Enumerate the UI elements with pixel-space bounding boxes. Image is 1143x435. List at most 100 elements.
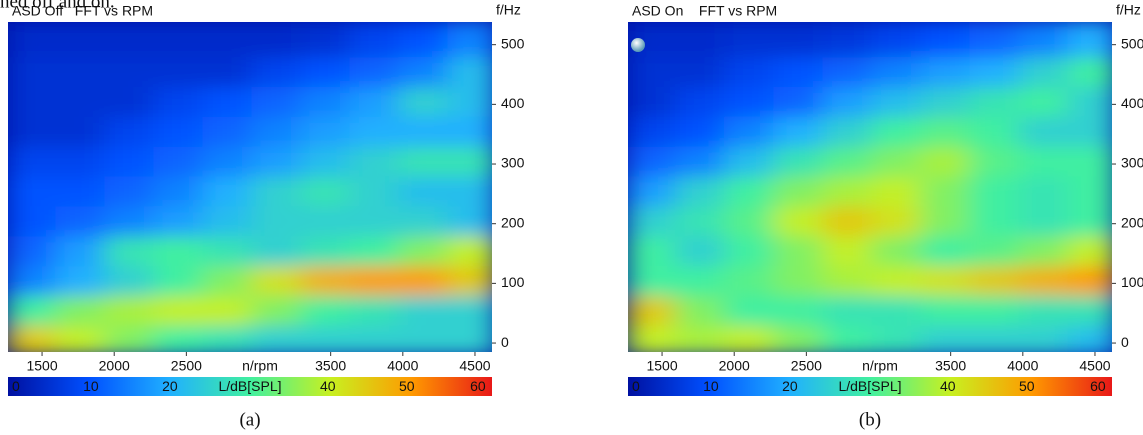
heatmap-cell bbox=[300, 235, 350, 266]
heatmap-cell bbox=[773, 325, 823, 352]
heatmap-cell bbox=[920, 86, 970, 117]
x-tick-label: 3500 bbox=[935, 358, 966, 374]
heatmap-cell bbox=[153, 175, 203, 207]
heatmap-cell bbox=[8, 175, 56, 207]
heatmap-cell bbox=[822, 205, 872, 237]
heatmap-cell bbox=[1067, 175, 1112, 207]
heatmap-cell bbox=[55, 146, 105, 177]
heatmap-cell bbox=[202, 86, 252, 117]
heatmap-cell bbox=[104, 235, 154, 266]
x-tick-label: 4000 bbox=[1007, 358, 1038, 374]
chart-title: ASD Off FFT vs RPM bbox=[12, 3, 153, 19]
heatmap-cell bbox=[104, 56, 154, 87]
heatmap-cell bbox=[251, 205, 301, 237]
heatmap-cell bbox=[153, 116, 203, 147]
heatmap-cell bbox=[724, 325, 774, 352]
x-tick-label: 4500 bbox=[459, 358, 490, 374]
heatmap-cell bbox=[920, 235, 970, 266]
heatmap-cell bbox=[153, 146, 203, 177]
heatmap-cell bbox=[773, 175, 823, 207]
heatmap-cell bbox=[55, 235, 105, 266]
heatmap-cell bbox=[920, 175, 970, 207]
heatmap-cell bbox=[871, 295, 921, 326]
heatmap-cell bbox=[251, 325, 301, 352]
heatmap-cell bbox=[202, 175, 252, 207]
heatmap-cell bbox=[300, 146, 350, 177]
heatmap-cell bbox=[349, 86, 399, 117]
heatmap-cell bbox=[300, 175, 350, 207]
panel-caption: (b) bbox=[859, 409, 881, 430]
heatmap-cell bbox=[871, 56, 921, 87]
heatmap-cell bbox=[251, 175, 301, 207]
heatmap-cell bbox=[153, 295, 203, 326]
y-tick-label: 400 bbox=[1121, 95, 1143, 111]
heatmap-cell bbox=[920, 265, 970, 296]
heatmap-cell bbox=[773, 235, 823, 266]
heatmap-cell bbox=[447, 146, 492, 177]
y-tick-label: 100 bbox=[1121, 274, 1143, 290]
colorbar bbox=[8, 377, 492, 396]
heatmap-cell bbox=[920, 22, 970, 58]
y-tick-label: 200 bbox=[501, 214, 525, 230]
heatmap-cell bbox=[251, 265, 301, 296]
heatmap-cell bbox=[300, 265, 350, 296]
heatmap-cell bbox=[153, 205, 203, 237]
heatmap-cell bbox=[153, 325, 203, 352]
colorbar-tick-label: 20 bbox=[782, 378, 798, 394]
heatmap-cell bbox=[822, 116, 872, 147]
heatmap-cell bbox=[447, 175, 492, 207]
heatmap-cell bbox=[920, 325, 970, 352]
heatmap-cell bbox=[8, 146, 56, 177]
heatmap-cell bbox=[349, 175, 399, 207]
colorbar-tick-label: 10 bbox=[83, 378, 99, 394]
x-axis-label: n/rpm bbox=[242, 358, 278, 374]
y-tick-label: 500 bbox=[501, 35, 525, 51]
heatmap-cell bbox=[628, 22, 676, 58]
heatmap-cell bbox=[675, 175, 725, 207]
heatmap-cell bbox=[724, 86, 774, 117]
heatmap-cell bbox=[349, 22, 399, 58]
caption-fragment: ned off and on. bbox=[0, 0, 115, 12]
heatmap-cell bbox=[1067, 22, 1112, 58]
heatmap-cell bbox=[969, 22, 1019, 58]
heatmap-cell bbox=[969, 116, 1019, 147]
heatmap-cell bbox=[202, 22, 252, 58]
heatmap-cell bbox=[349, 116, 399, 147]
heatmap-cell bbox=[8, 116, 56, 147]
heatmap-cell bbox=[202, 265, 252, 296]
heatmap-cell bbox=[447, 265, 492, 296]
x-tick-label: 1500 bbox=[646, 358, 677, 374]
heatmap-cell bbox=[724, 56, 774, 87]
heatmap-cell bbox=[822, 265, 872, 296]
x-tick-label: 3500 bbox=[315, 358, 346, 374]
panel: ASD On FFT vs RPM f/Hz0100200300400500150… bbox=[628, 2, 1143, 430]
heatmap-cell bbox=[724, 265, 774, 296]
heatmap-cell bbox=[773, 146, 823, 177]
heatmap-cell bbox=[724, 22, 774, 58]
heatmap-cell bbox=[104, 175, 154, 207]
heatmap-cell bbox=[202, 146, 252, 177]
heatmap-cell bbox=[822, 22, 872, 58]
heatmap-cell bbox=[1067, 235, 1112, 266]
heatmap-cell bbox=[447, 205, 492, 237]
heatmap-cell bbox=[349, 295, 399, 326]
heatmap-cell bbox=[55, 265, 105, 296]
heatmap-cell bbox=[300, 86, 350, 117]
heatmap-cell bbox=[1018, 325, 1069, 352]
x-tick-label: 2500 bbox=[171, 358, 202, 374]
x-tick-label: 2500 bbox=[791, 358, 822, 374]
heatmap-cell bbox=[1067, 325, 1112, 352]
heatmap-cell bbox=[822, 56, 872, 87]
heatmap-cell bbox=[822, 235, 872, 266]
heatmap-cell bbox=[969, 295, 1019, 326]
heatmap-cell bbox=[724, 175, 774, 207]
heatmap-cell bbox=[822, 325, 872, 352]
heatmap-cell bbox=[8, 22, 56, 58]
x-axis-label: n/rpm bbox=[862, 358, 898, 374]
heatmap-cell bbox=[724, 116, 774, 147]
heatmap-cell bbox=[871, 22, 921, 58]
y-axis-label: f/Hz bbox=[1116, 2, 1141, 18]
x-tick-label: 2000 bbox=[99, 358, 130, 374]
heatmap-cell bbox=[628, 146, 676, 177]
